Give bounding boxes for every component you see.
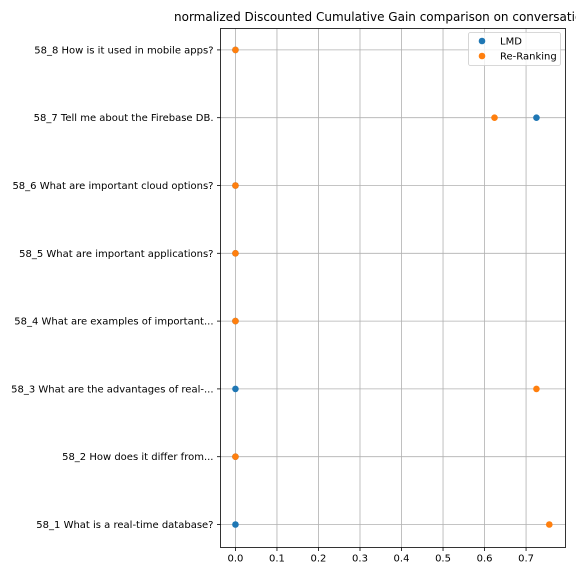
x-tick-label: 0.0: [227, 554, 243, 565]
y-tick-label: 58_7 Tell me about the Firebase DB.: [34, 113, 214, 124]
x-tick-label: 0.3: [352, 554, 368, 565]
point-re-ranking-6: [232, 182, 239, 189]
y-tick-label: 58_8 How is it used in mobile apps?: [34, 45, 213, 56]
point-lmd-1: [232, 521, 239, 528]
legend-marker: [478, 37, 486, 45]
y-tick-label: 58_4 What are examples of important...: [14, 317, 213, 328]
plot-area: [220, 28, 566, 548]
legend: LMD Re-Ranking: [468, 32, 561, 66]
point-re-ranking-2: [232, 453, 239, 461]
point-re-ranking-5: [232, 250, 239, 257]
y-tick-label: 58_3 What are the advantages of real-...: [11, 384, 213, 395]
x-tick-label: 0.7: [518, 554, 534, 565]
chart-title: normalized Discounted Cumulative Gain co…: [174, 10, 576, 24]
x-tick-label: 0.2: [311, 554, 327, 565]
point-re-ranking-8: [232, 46, 239, 54]
point-lmd-7: [533, 114, 540, 121]
y-axis: 58_1 What is a real-time database? 58_2 H…: [11, 45, 221, 531]
y-tick-label: 58_1 What is a real-time database?: [36, 520, 213, 531]
grid-lines: [220, 28, 566, 548]
point-re-ranking-1: [546, 521, 553, 528]
legend-label: Re-Ranking: [500, 52, 557, 63]
x-axis: 0.0 0.1 0.2 0.3 0.4 0.5 0.6 0.7: [227, 547, 534, 565]
point-re-ranking-4: [232, 317, 239, 325]
legend-marker: [478, 52, 486, 60]
legend-box: [468, 32, 561, 66]
legend-label: LMD: [500, 37, 522, 48]
point-lmd-3: [232, 385, 239, 393]
y-tick-label: 58_2 How does it differ from...: [62, 452, 213, 463]
y-tick-label: 58_6 What are important cloud options?: [12, 181, 213, 192]
y-tick-label: 58_5 What are important applications?: [19, 249, 213, 260]
x-tick-label: 0.1: [269, 554, 285, 565]
x-tick-label: 0.6: [477, 554, 493, 565]
point-re-ranking-3: [533, 385, 540, 393]
x-tick-label: 0.5: [435, 554, 451, 565]
data-points: [232, 46, 553, 528]
x-tick-label: 0.4: [394, 554, 410, 565]
point-re-ranking-7: [491, 114, 498, 121]
